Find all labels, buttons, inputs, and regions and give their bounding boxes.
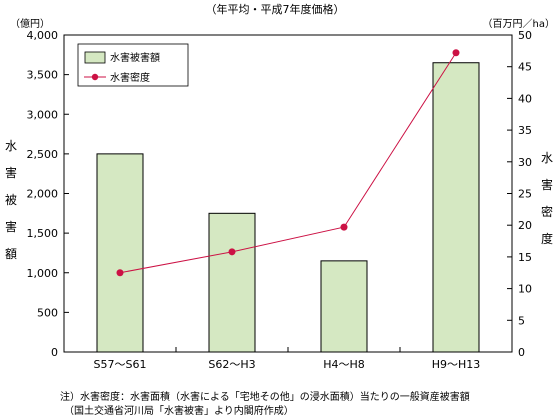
right-tick-label: 10 (518, 283, 532, 296)
left-tick-label: 3,500 (27, 69, 59, 82)
left-axis-unit: （億円） (10, 17, 50, 30)
density-point (340, 223, 348, 231)
axis-label-char: 度 (541, 231, 553, 246)
left-tick-label: 0 (51, 346, 58, 359)
legend-bar-label: 水害被害額 (110, 51, 160, 64)
right-tick-label: 30 (518, 156, 532, 169)
x-axis: S57～S61 S62～H3 H4～H8 H9～H13 (94, 347, 481, 371)
left-tick-label: 1,000 (27, 267, 59, 280)
right-tick-label: 50 (518, 29, 532, 42)
legend-line-label: 水害密度 (110, 71, 150, 84)
right-tick-label: 25 (518, 188, 532, 201)
line-series (116, 49, 460, 277)
left-tick-label: 2,000 (27, 188, 59, 201)
left-axis-label: 水害被害額 (5, 139, 17, 261)
bar (320, 260, 368, 353)
bar-series (96, 62, 480, 353)
axis-label-char: 密 (541, 204, 553, 219)
right-tick-label: 35 (518, 124, 532, 137)
legend-bar-swatch (84, 51, 106, 64)
left-tick-label: 4,000 (27, 29, 59, 42)
density-point (228, 248, 236, 256)
note-definition: 注）水害密度：水害面積（水害による「宅地その他」の浸水面積）当たりの一般資産被害… (60, 390, 470, 403)
right-tick-label: 40 (518, 92, 532, 105)
axis-label-char: 害 (541, 177, 553, 192)
note-source: （国土交通省河川局「水害被害」より内閣府作成） (64, 404, 294, 417)
left-tick-label: 500 (37, 306, 58, 319)
right-axis-unit: （百万円／ha） (483, 18, 555, 30)
legend: 水害被害額 水害密度 (77, 43, 189, 87)
x-tick-label: S57～S61 (94, 358, 147, 371)
axis-label-char: 水 (541, 151, 553, 165)
x-tick-label: H4～H8 (323, 358, 365, 371)
axis-label-char: 害 (5, 219, 17, 234)
x-tick-label: S62～H3 (208, 358, 255, 371)
left-tick-label: 3,000 (27, 108, 59, 121)
bar (96, 153, 144, 353)
right-tick-label: 15 (518, 251, 532, 264)
right-axis-label: 水害密度 (541, 151, 553, 246)
left-tick-label: 1,500 (27, 227, 59, 240)
axis-label-char: 害 (5, 165, 17, 180)
right-tick-label: 45 (518, 61, 532, 74)
bar (432, 62, 480, 353)
axis-label-char: 額 (5, 247, 17, 261)
left-tick-label: 2,500 (27, 148, 59, 161)
density-point (116, 269, 124, 277)
axis-label-char: 被 (5, 193, 17, 207)
x-tick-label: H9～H13 (432, 358, 481, 371)
bar (208, 212, 256, 353)
right-tick-label: 0 (518, 346, 525, 359)
right-tick-label: 20 (518, 219, 532, 232)
legend-line-marker (91, 73, 99, 81)
chart-subtitle: （年平均・平成7年度価格） (206, 2, 345, 16)
density-point (452, 49, 460, 57)
density-line (119, 52, 457, 274)
right-tick-label: 5 (518, 314, 525, 327)
axis-label-char: 水 (5, 139, 17, 153)
left-axis: 0 500 1,000 1,500 2,000 2,500 3,000 3,500 4,000 (27, 29, 69, 359)
right-axis: 0 5 10 15 20 25 30 35 40 45 50 (507, 29, 532, 359)
